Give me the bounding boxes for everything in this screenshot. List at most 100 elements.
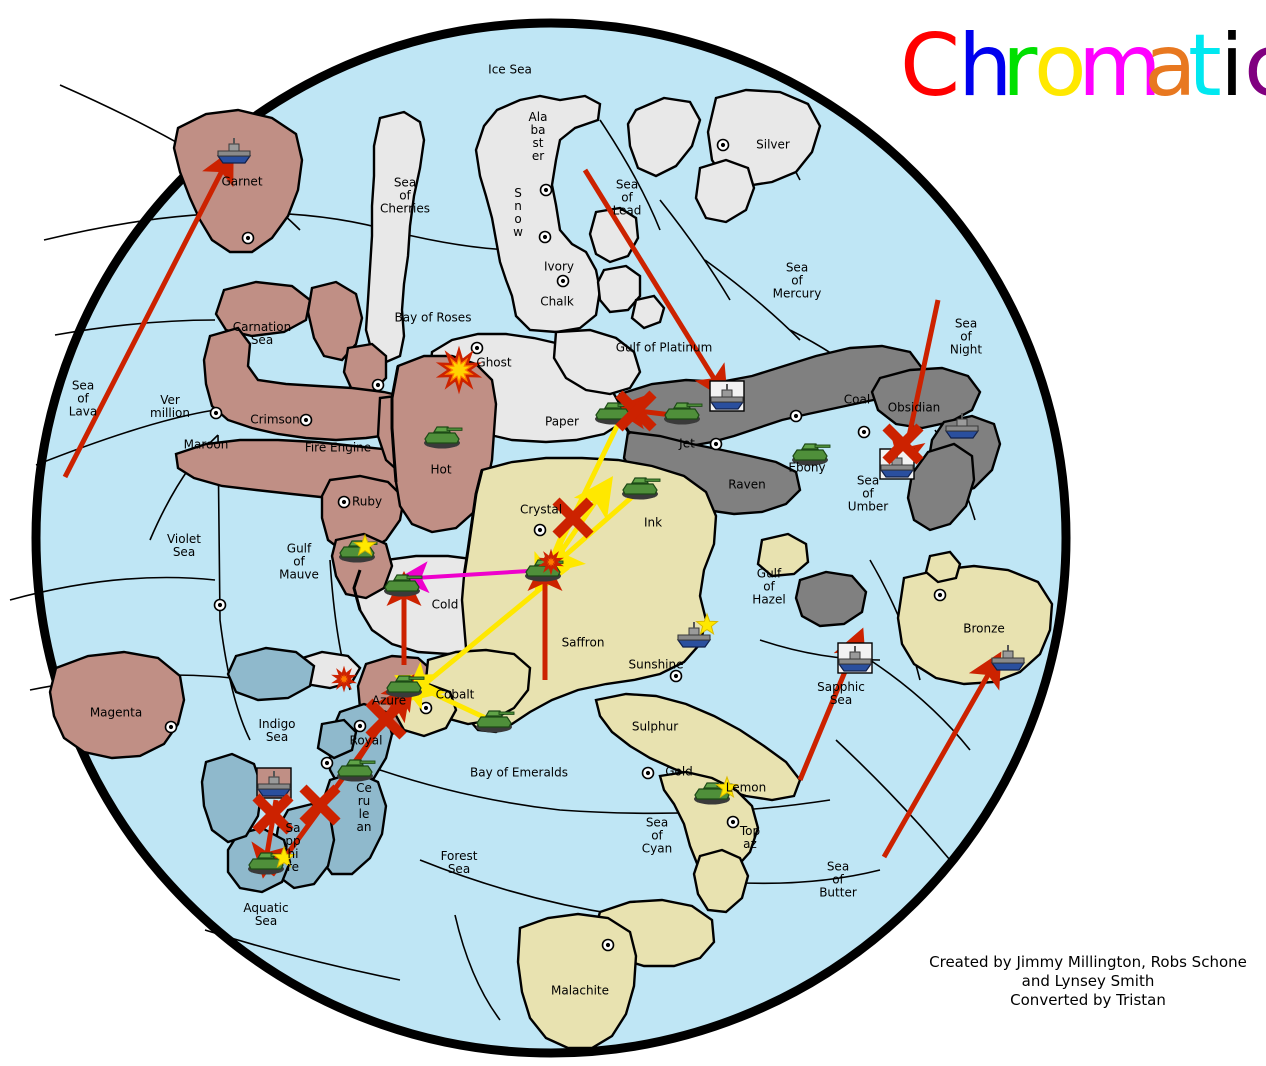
province-label-silver: Silver: [756, 138, 790, 152]
province-label-chalk: Chalk: [540, 295, 574, 309]
ship-hull-icon: [944, 430, 980, 439]
sea-label: Lead: [613, 204, 642, 218]
sea-label: of: [862, 487, 874, 501]
province-label-ebony: Ebony: [788, 461, 825, 475]
supply-centre-dot: [937, 592, 943, 598]
ship-hull-icon: [837, 663, 873, 672]
ship-mast-icon: [273, 771, 275, 777]
ship-hull-icon: [216, 155, 252, 164]
ship-bridge-icon: [228, 143, 240, 152]
ship-hull-icon: [990, 662, 1026, 671]
sea-label: Sea: [394, 176, 416, 190]
ship-bridge-icon: [721, 389, 733, 398]
province-label-vermillion: million: [150, 406, 190, 420]
explosion-core: [448, 359, 470, 381]
unit-fleet-sunshine: [676, 622, 712, 648]
sea-label: of: [960, 330, 972, 344]
province-label-raven: Raven: [728, 478, 766, 492]
unit-army-azure: [386, 675, 425, 698]
unit-fleet-sapphic-sea: [837, 642, 873, 674]
ship-bridge-icon: [956, 418, 968, 427]
ship-mast-icon: [854, 646, 856, 652]
ship-deck-icon: [838, 658, 872, 665]
bounce-marker: [365, 698, 407, 740]
sea-label: of: [399, 189, 411, 203]
credits-line-2: and Lynsey Smith: [1022, 972, 1155, 990]
star-marker: [353, 533, 377, 557]
province-label-alabaster: Ala: [529, 110, 548, 124]
unit-fleet-indigo-sea: [256, 767, 292, 799]
province-label-snow: w: [513, 225, 523, 239]
province-label-vermillion: Ver: [160, 393, 180, 407]
province-label-topaz: Top: [739, 824, 760, 838]
tank-barrel-icon: [686, 403, 703, 407]
province-label-snow: S: [514, 186, 522, 200]
sea-label: Mercury: [773, 287, 822, 301]
province-label-cerulean: an: [357, 820, 372, 834]
ship-mast-icon: [693, 622, 695, 628]
supply-centre-dot: [645, 770, 651, 776]
sea-label: Cyan: [642, 842, 672, 856]
unit-army-cobalt: [476, 710, 515, 733]
sea-label: Sea: [857, 474, 879, 488]
ship-deck-icon: [710, 396, 744, 403]
tank-turret-icon: [432, 426, 451, 433]
tank-hull-icon: [337, 765, 373, 777]
supply-centre-dot: [720, 142, 726, 148]
ship-deck-icon: [880, 464, 914, 471]
province-label-cerulean: le: [359, 807, 370, 821]
tank-barrel-icon: [406, 575, 423, 579]
credits-block: Created by Jimmy Millington, Robs Schone…: [929, 953, 1247, 1009]
star-marker: [272, 845, 296, 869]
tank-barrel-icon: [814, 444, 831, 448]
sea-label-group: Ice SeaSeaofCherriesSeaofLeadSeaofMercur…: [69, 63, 983, 929]
credits-line-3: Converted by Tristan: [1010, 991, 1166, 1009]
province-label-royal: Royal: [350, 734, 383, 748]
sea-label: Umber: [848, 500, 888, 514]
sea-label: Hazel: [752, 593, 785, 607]
supply-centre-dot: [357, 723, 363, 729]
sea-label: Sea: [830, 693, 852, 707]
tank-barrel-icon: [359, 760, 376, 764]
unit-army-jet: [664, 402, 703, 425]
bounce-marker: [252, 793, 294, 835]
unit-fleet-obsidian: [944, 413, 980, 439]
province-label-cerulean: Ce: [356, 781, 372, 795]
province-label-snow: n: [514, 199, 522, 213]
province-label-fire-engine: Fire Engine: [305, 441, 371, 455]
star-marker: [695, 612, 719, 636]
sea-label: Violet: [167, 532, 201, 546]
ship-hull-icon: [676, 639, 712, 648]
unit-army-cold: [384, 574, 423, 597]
tank-turret-icon: [345, 759, 364, 766]
tank-hull-icon: [476, 716, 512, 728]
attack-arrow: [582, 168, 728, 402]
ship-hull-icon: [709, 401, 745, 410]
tank-turret-icon: [672, 402, 691, 409]
supply-centre-dot: [474, 345, 480, 351]
province-label-coal: Coal: [844, 393, 870, 407]
sea-label: Ice Sea: [488, 63, 532, 77]
unit-fleet-gulf-of-platinum: [709, 380, 745, 412]
province-label-azure: Azure: [372, 694, 406, 708]
title-letter-a: a: [1144, 16, 1197, 116]
sea-label: Sea: [173, 545, 195, 559]
province-label-crimson: Crimson: [250, 413, 300, 427]
unit-army-ebony: [792, 443, 831, 466]
supply-centre-dot: [537, 527, 543, 533]
tank-barrel-icon: [644, 478, 661, 482]
province-label-sapphire: pp: [285, 834, 300, 848]
sea-label: Sea: [72, 379, 94, 393]
credits-line-1: Created by Jimmy Millington, Robs Schone: [929, 953, 1247, 971]
unit-army-sapphire: [248, 852, 287, 875]
tank-hull-icon: [384, 580, 420, 592]
province-label-jet: Jet: [678, 437, 695, 451]
unit-fleet-garnet: [216, 138, 252, 164]
sea-label: of: [621, 191, 633, 205]
unit-army-hot: [424, 426, 463, 449]
province-label-alabaster: er: [532, 149, 544, 163]
tank-turret-icon: [800, 443, 819, 450]
sea-label: Gulf: [757, 567, 782, 581]
ship-mast-icon: [233, 138, 235, 144]
